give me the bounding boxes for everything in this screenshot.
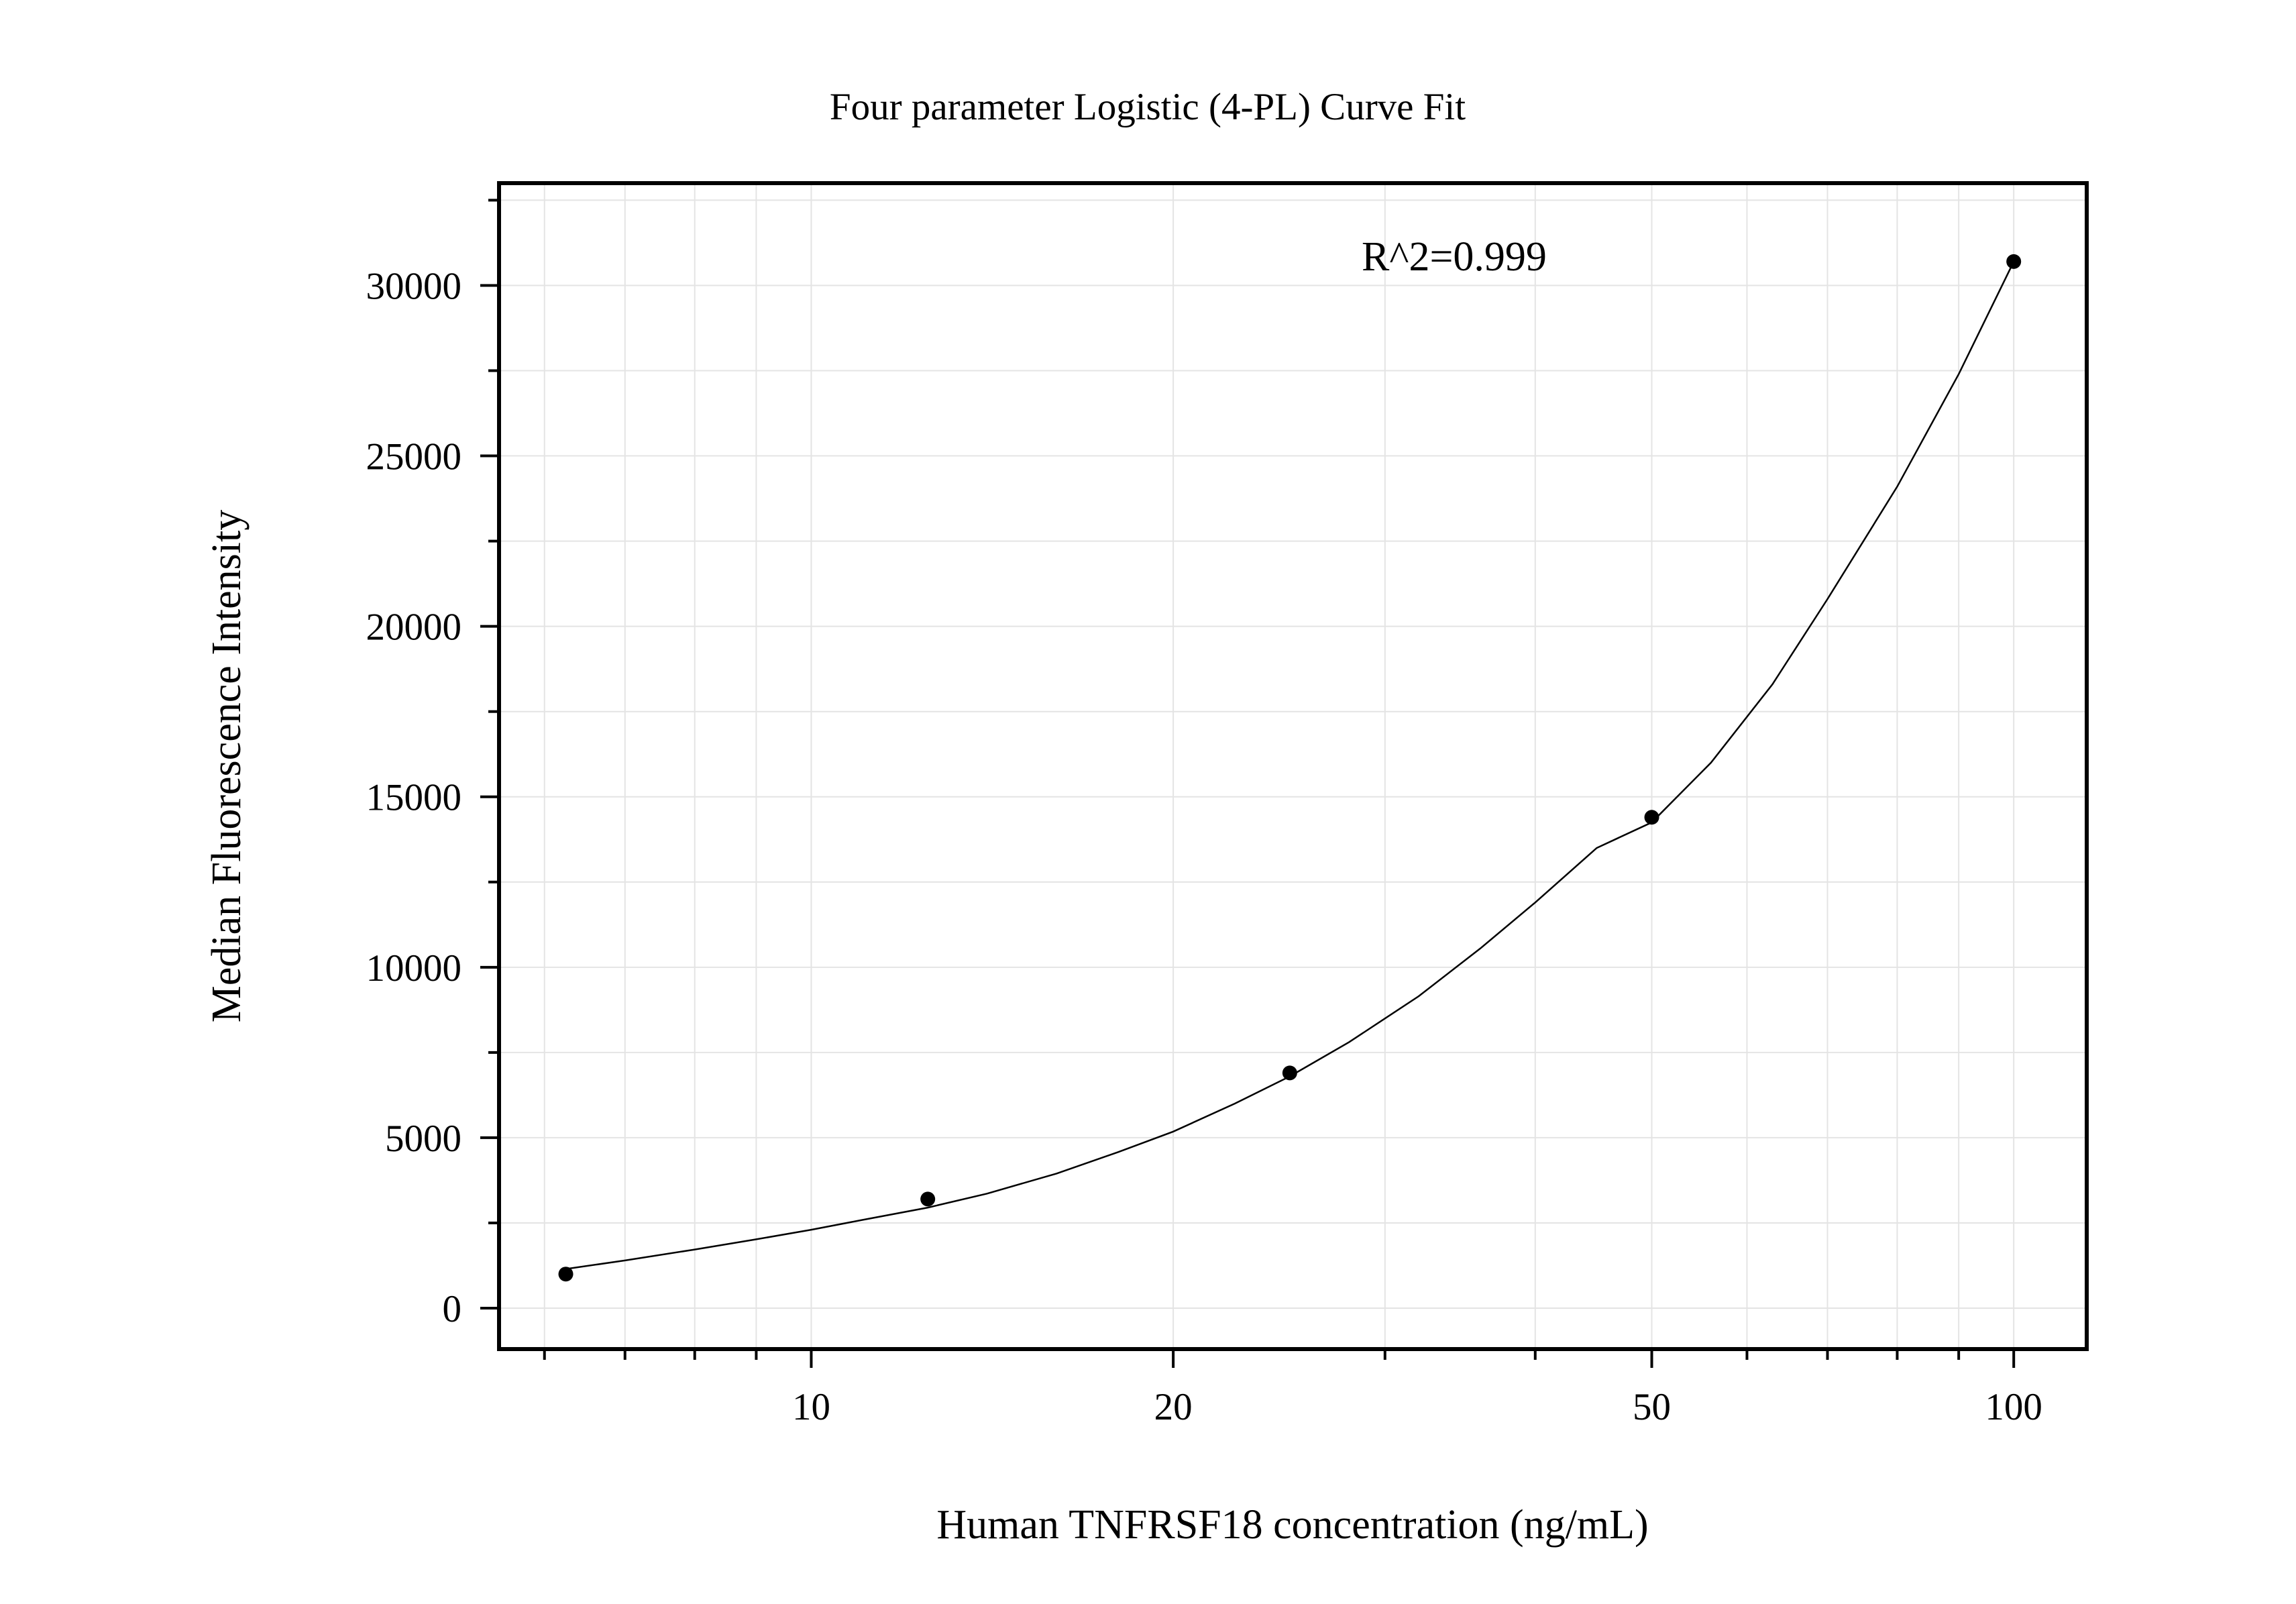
- data-points: [558, 254, 2022, 1282]
- x-tick-label: 10: [792, 1386, 830, 1428]
- data-point: [2006, 254, 2022, 269]
- data-point: [1644, 810, 1659, 825]
- data-point: [558, 1267, 573, 1282]
- axis-ticks: [480, 199, 2016, 1368]
- x-tick-label: 20: [1154, 1386, 1193, 1428]
- y-tick-label: 25000: [366, 436, 462, 478]
- x-tick-label: 100: [1985, 1386, 2042, 1428]
- data-point: [920, 1191, 936, 1207]
- grid: [499, 183, 2087, 1349]
- r-squared-annotation: R^2=0.999: [1362, 234, 1547, 280]
- fit-curve: [565, 261, 2015, 1270]
- x-axis-label: Human TNFRSF18 concentration (ng/mL): [936, 1502, 1648, 1548]
- tick-labels: 10 20 50 100 0 5000 10000 15000 20000 25000 30000: [366, 265, 2042, 1428]
- y-tick-label: 10000: [366, 947, 462, 990]
- data-point: [1282, 1065, 1297, 1081]
- x-tick-label: 50: [1633, 1386, 1671, 1428]
- y-tick-label: 5000: [385, 1118, 461, 1160]
- chart-title: Four parameter Logistic (4-PL) Curve Fit: [830, 86, 1466, 128]
- plot-frame: [497, 181, 2089, 1351]
- y-tick-label: 20000: [366, 606, 462, 649]
- y-tick-label: 0: [443, 1288, 462, 1330]
- y-tick-label: 30000: [366, 265, 462, 307]
- y-tick-label: 15000: [366, 777, 462, 819]
- y-axis-label: Median Fluorescence Intensity: [204, 510, 250, 1022]
